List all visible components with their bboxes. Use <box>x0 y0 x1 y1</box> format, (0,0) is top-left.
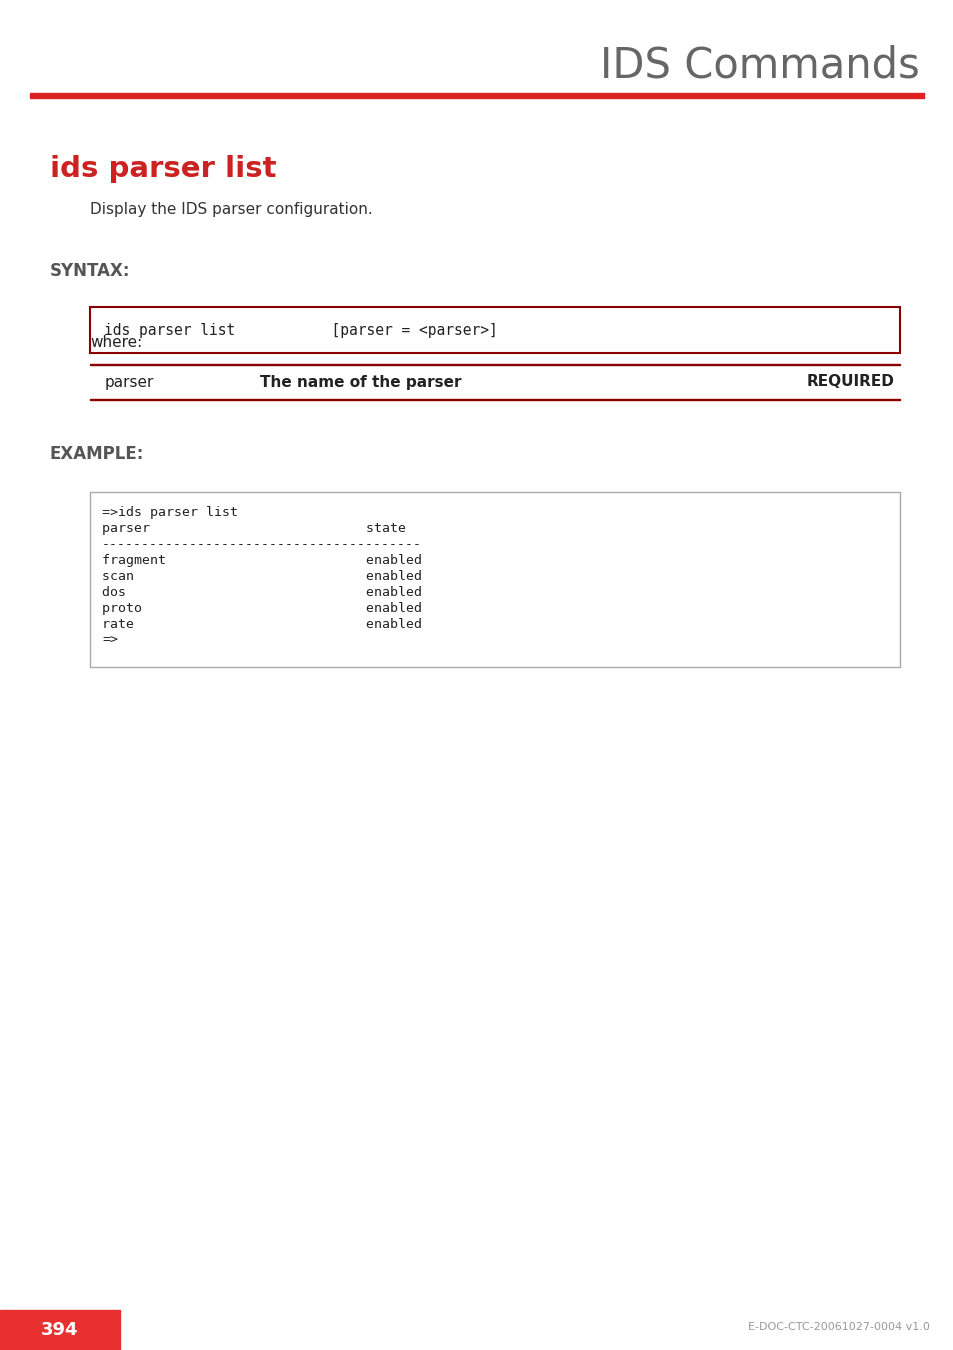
Text: where:: where: <box>90 335 142 350</box>
Bar <box>0 1310 120 1350</box>
Text: SYNTAX:: SYNTAX: <box>50 262 131 279</box>
Text: The name of the parser: The name of the parser <box>260 374 461 390</box>
Text: parser: parser <box>105 374 154 390</box>
Bar <box>90 363 899 365</box>
FancyBboxPatch shape <box>90 491 899 667</box>
FancyBboxPatch shape <box>90 306 899 352</box>
Text: Display the IDS parser configuration.: Display the IDS parser configuration. <box>90 202 373 217</box>
Text: parser                           state: parser state <box>102 522 406 535</box>
Text: proto                            enabled: proto enabled <box>102 602 421 616</box>
Bar <box>30 93 923 99</box>
Text: EXAMPLE:: EXAMPLE: <box>50 446 144 463</box>
Bar <box>90 398 899 400</box>
Text: rate                             enabled: rate enabled <box>102 618 421 630</box>
Text: fragment                         enabled: fragment enabled <box>102 554 421 567</box>
Text: ids parser list           [parser = <parser>]: ids parser list [parser = <parser>] <box>104 323 497 338</box>
Text: dos                              enabled: dos enabled <box>102 586 421 599</box>
Text: REQUIRED: REQUIRED <box>806 374 894 390</box>
Text: ----------------------------------------: ---------------------------------------- <box>102 539 421 551</box>
Text: 394: 394 <box>41 1322 79 1339</box>
Text: =>ids parser list: =>ids parser list <box>102 506 237 518</box>
Text: IDS Commands: IDS Commands <box>599 45 919 86</box>
Text: ids parser list: ids parser list <box>50 155 276 184</box>
Text: =>: => <box>102 634 118 647</box>
Text: scan                             enabled: scan enabled <box>102 570 421 583</box>
Text: E-DOC-CTC-20061027-0004 v1.0: E-DOC-CTC-20061027-0004 v1.0 <box>747 1322 929 1332</box>
